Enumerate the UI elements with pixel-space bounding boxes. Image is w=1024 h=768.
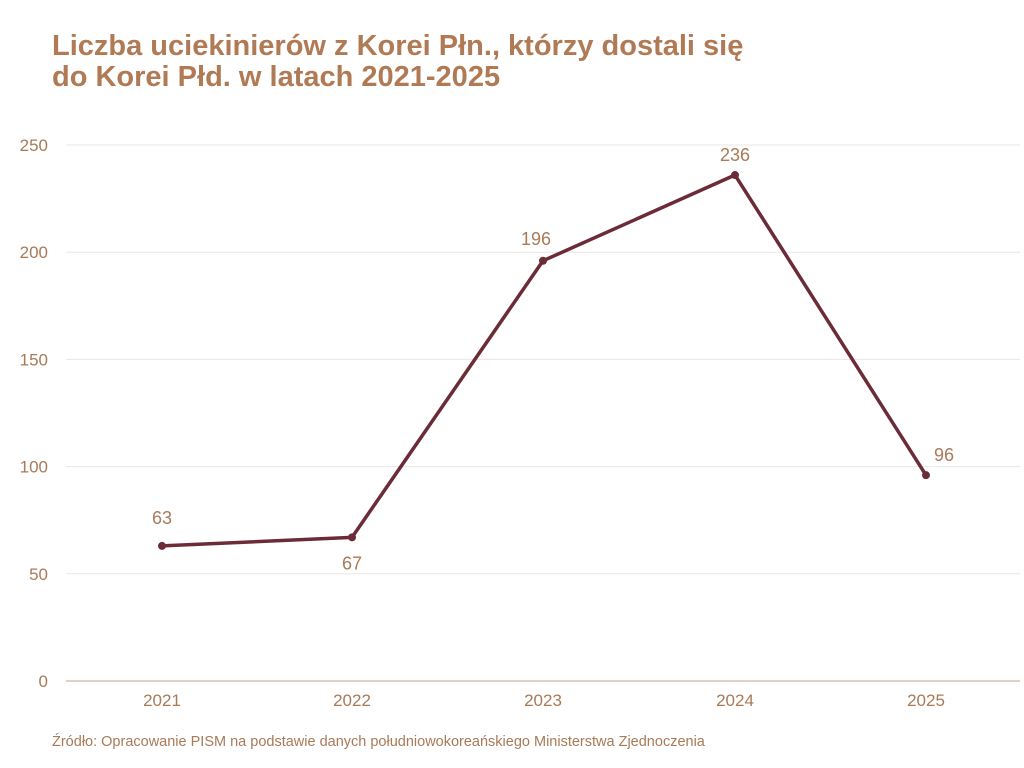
y-tick-label: 50 [29,565,48,584]
chart-title-line-2: do Korei Płd. w latach 2021-2025 [52,61,500,93]
data-point [922,471,930,480]
data-label: 236 [720,145,750,165]
gridlines [66,144,1020,682]
x-tick-label: 2021 [143,691,181,710]
series-line [158,171,930,550]
y-tick-label: 100 [20,458,48,477]
data-label: 67 [342,553,362,573]
data-point [539,256,547,265]
x-tick-label: 2024 [716,691,754,710]
data-point [158,541,166,550]
data-label: 96 [934,445,954,465]
y-tick-label: 150 [20,350,48,369]
chart-title-line-1: Liczba uciekinierów z Korei Płn., którzy… [52,30,743,62]
y-tick-label: 0 [39,672,48,691]
y-tick-label: 200 [20,243,48,262]
y-axis-ticks: 0 50 100 150 200 250 [20,136,48,691]
x-tick-label: 2022 [333,691,371,710]
source-note: Źródło: Opracowanie PISM na podstawie da… [52,733,706,750]
data-point [348,533,356,542]
data-label: 196 [521,229,551,249]
data-point [731,171,739,180]
data-labels: 63 67 196 236 96 [152,145,954,573]
x-axis-ticks: 2021 2022 2023 2024 2025 [143,691,945,710]
x-tick-label: 2025 [907,691,945,710]
y-tick-label: 250 [20,136,48,155]
data-label: 63 [152,508,172,528]
x-tick-label: 2023 [524,691,562,710]
